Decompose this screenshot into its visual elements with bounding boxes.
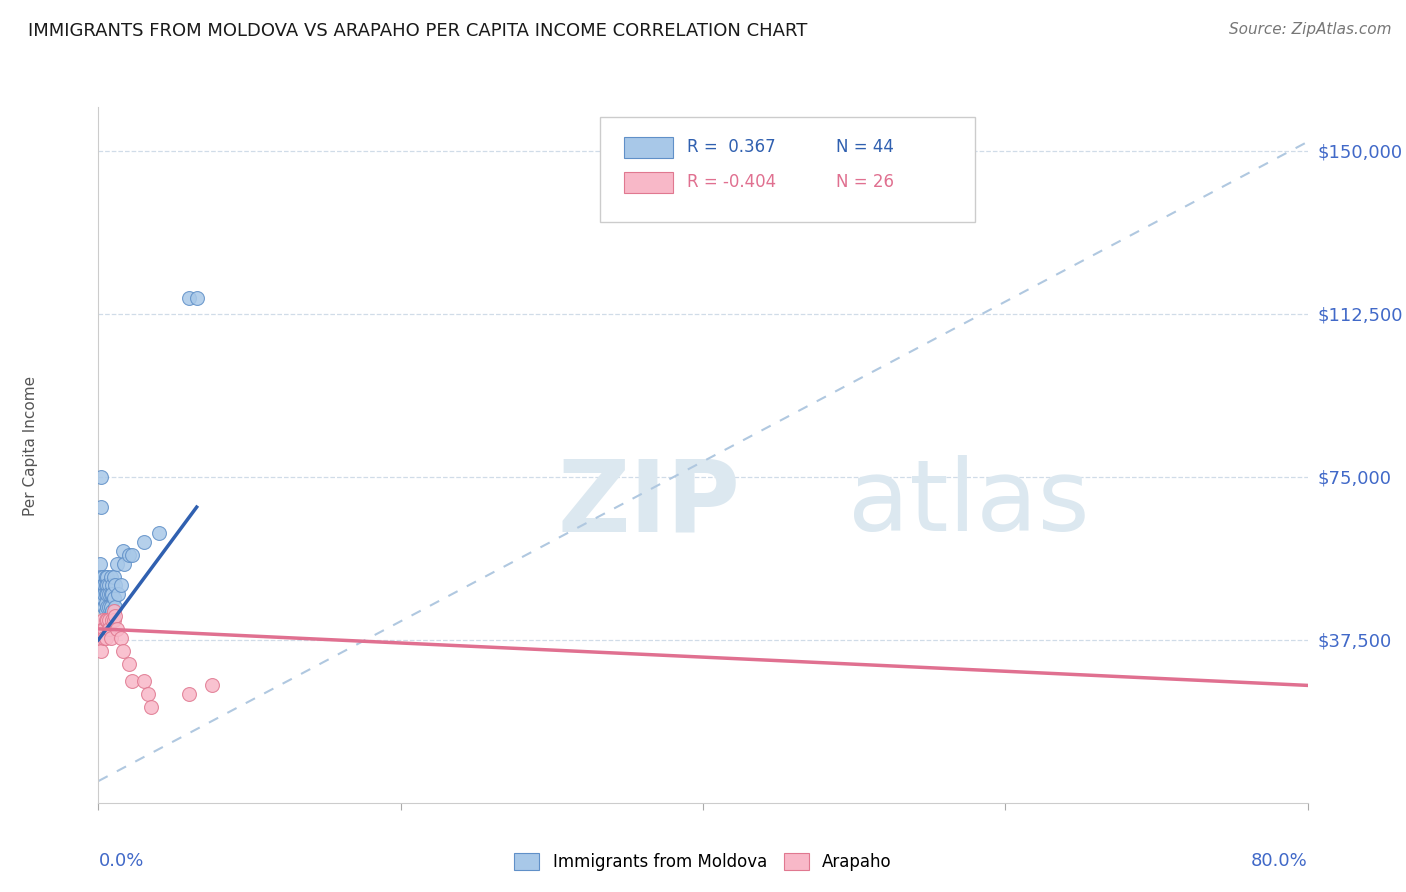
Point xyxy=(121,674,143,689)
Point xyxy=(91,587,114,601)
FancyBboxPatch shape xyxy=(624,172,672,193)
Point xyxy=(103,591,125,606)
Point xyxy=(93,587,115,601)
Text: 80.0%: 80.0% xyxy=(1251,852,1308,870)
Point xyxy=(136,687,159,701)
Point xyxy=(186,291,208,305)
Text: N = 44: N = 44 xyxy=(837,138,894,156)
Legend: Immigrants from Moldova, Arapaho: Immigrants from Moldova, Arapaho xyxy=(508,847,898,878)
Point xyxy=(104,608,127,623)
FancyBboxPatch shape xyxy=(624,137,672,158)
Point xyxy=(132,535,155,549)
Text: IMMIGRANTS FROM MOLDOVA VS ARAPAHO PER CAPITA INCOME CORRELATION CHART: IMMIGRANTS FROM MOLDOVA VS ARAPAHO PER C… xyxy=(28,22,807,40)
Point xyxy=(118,657,141,671)
Point xyxy=(98,622,121,636)
Point xyxy=(201,678,224,692)
Point xyxy=(98,600,121,615)
Point xyxy=(94,578,117,592)
Point xyxy=(98,578,121,592)
Point xyxy=(121,548,143,562)
Point xyxy=(96,613,118,627)
Point xyxy=(90,570,112,584)
Text: N = 26: N = 26 xyxy=(837,173,894,191)
Point xyxy=(94,587,117,601)
Point xyxy=(94,613,117,627)
Point xyxy=(90,643,112,657)
FancyBboxPatch shape xyxy=(600,118,976,222)
Point xyxy=(110,631,132,645)
Point xyxy=(177,687,201,701)
Point xyxy=(91,613,114,627)
Point xyxy=(100,600,122,615)
Point xyxy=(98,613,121,627)
Point xyxy=(90,500,112,514)
Text: 0.0%: 0.0% xyxy=(98,852,143,870)
Point xyxy=(100,587,122,601)
Point xyxy=(107,587,129,601)
Point xyxy=(132,674,155,689)
Text: Per Capita Income: Per Capita Income xyxy=(24,376,38,516)
Point xyxy=(111,643,134,657)
Text: ZIP: ZIP xyxy=(558,455,741,552)
Point xyxy=(96,570,118,584)
Point xyxy=(103,605,125,619)
Point xyxy=(94,596,117,610)
Text: atlas: atlas xyxy=(848,455,1090,552)
Point xyxy=(101,587,124,601)
Text: R = -0.404: R = -0.404 xyxy=(688,173,776,191)
Point xyxy=(93,631,115,645)
Point xyxy=(96,587,118,601)
Point xyxy=(96,600,118,615)
Point xyxy=(100,570,122,584)
Point xyxy=(111,543,134,558)
Point xyxy=(141,700,163,714)
Point xyxy=(101,578,124,592)
Point xyxy=(91,570,114,584)
Point xyxy=(93,600,115,615)
Point xyxy=(94,605,117,619)
Point xyxy=(104,600,127,615)
Point xyxy=(94,631,117,645)
Point xyxy=(103,570,125,584)
Point xyxy=(104,578,127,592)
Point xyxy=(93,622,115,636)
Point xyxy=(105,622,128,636)
Point xyxy=(90,469,112,483)
Point xyxy=(93,578,115,592)
Point xyxy=(89,631,111,645)
Point xyxy=(89,557,111,571)
Point xyxy=(101,605,124,619)
Point xyxy=(148,526,170,541)
Point xyxy=(101,613,124,627)
Point xyxy=(118,548,141,562)
Point xyxy=(96,578,118,592)
Point xyxy=(91,578,114,592)
Point xyxy=(177,291,201,305)
Point xyxy=(91,591,114,606)
Point xyxy=(100,631,122,645)
Point xyxy=(103,613,125,627)
Point xyxy=(91,622,114,636)
Text: Source: ZipAtlas.com: Source: ZipAtlas.com xyxy=(1229,22,1392,37)
Point xyxy=(105,557,128,571)
Text: R =  0.367: R = 0.367 xyxy=(688,138,776,156)
Point xyxy=(110,578,132,592)
Point xyxy=(94,570,117,584)
Point xyxy=(98,587,121,601)
Point xyxy=(112,557,135,571)
